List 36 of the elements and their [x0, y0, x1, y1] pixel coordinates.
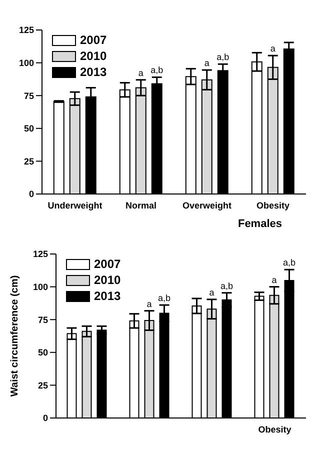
legend-label: 2013 [80, 65, 107, 79]
y-axis-title: Waist circumference (cm) [10, 275, 21, 397]
y-tick-label: 25 [38, 380, 48, 390]
x-tick-label: Underweight [48, 200, 102, 210]
y-tick-label: 25 [24, 156, 34, 166]
data-label: a,b [220, 280, 234, 291]
data-label: a,b [150, 65, 164, 76]
y-tick-label: 50 [38, 348, 48, 358]
legend-label: 2010 [80, 49, 107, 63]
data-label: a [204, 58, 210, 68]
y-tick-label: 100 [18, 58, 34, 68]
data-label: a,b [158, 293, 171, 304]
data-label: a [270, 44, 276, 54]
y-tick-label: 125 [18, 25, 34, 36]
legend-label: 2010 [94, 273, 121, 287]
chart-title: Females [236, 218, 283, 232]
y-tick-label: 75 [24, 90, 34, 101]
data-label: a,b [282, 258, 296, 268]
data-label: a [209, 287, 214, 298]
x-tick-label: Overweight [182, 200, 232, 210]
legend-label: 2013 [94, 289, 121, 303]
y-tick-label: 0 [42, 413, 48, 424]
y-tick-label: 75 [38, 314, 48, 325]
y-tick-label: 0 [28, 189, 34, 200]
x-tick-label: Obesity [256, 200, 290, 210]
y-tick-label: 50 [24, 124, 34, 134]
y-tick-label: 125 [32, 249, 48, 260]
x-tick-label: Normal [125, 200, 157, 210]
data-label: a [146, 298, 152, 309]
y-tick-label: 100 [32, 282, 48, 292]
x-tick-label: Obesity [258, 424, 292, 434]
legend-label: 2007 [94, 257, 121, 271]
data-label: a,b [216, 52, 230, 62]
legend-label: 2007 [80, 33, 107, 47]
data-label: a [138, 68, 144, 78]
data-label: a [272, 274, 277, 285]
